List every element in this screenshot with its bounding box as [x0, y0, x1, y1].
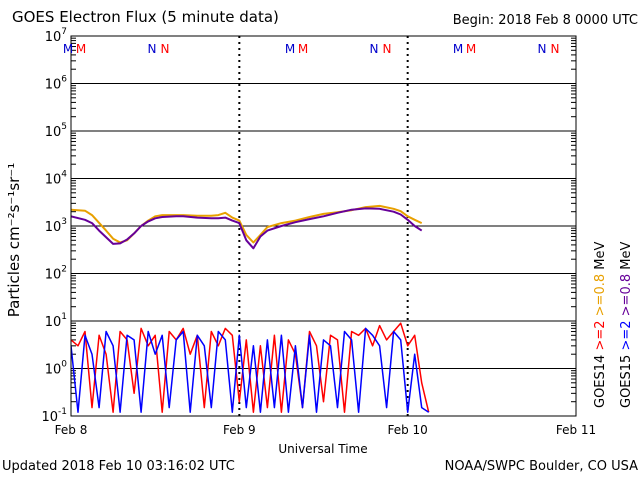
electron-flux-chart: 10-1 100 101 102 103 104 105 106 107 Feb 8 Feb 9 F… [5, 27, 634, 455]
x-tick-label: Feb 11 [556, 423, 596, 437]
legend-column: GOES14 >=2 >=0.8 MeV [593, 242, 608, 408]
marker-m: M [466, 42, 476, 56]
series-line-1 [71, 204, 423, 244]
y-tick-label--1: 10-1 [41, 407, 67, 425]
legend-entry: MeV [593, 242, 608, 274]
marker-n: N [383, 42, 392, 56]
updated-timestamp: Updated 2018 Feb 10 03:16:02 UTC [2, 459, 235, 474]
marker-m: M [453, 42, 463, 56]
series-line-4 [71, 327, 430, 413]
legend-entry: >=0.8 [593, 274, 608, 321]
begin-time-label: Begin: 2018 Feb 8 0000 UTC [452, 13, 638, 28]
legend-entry: GOES15 [619, 355, 634, 408]
credit-label: NOAA/SWPC Boulder, CO USA [444, 459, 638, 474]
marker-m: M [285, 42, 295, 56]
legend-entry: GOES14 [593, 355, 608, 408]
x-tick-label: Feb 9 [223, 423, 256, 437]
marker-m: M [298, 42, 308, 56]
y-tick-label-2: 102 [45, 265, 67, 283]
marker-n: N [538, 42, 547, 56]
legend-entry: MeV [619, 242, 634, 274]
y-tick-label-7: 107 [45, 27, 67, 45]
legend-column: GOES15 >=2 >=0.8 MeV [619, 242, 634, 408]
plot-frame [70, 35, 577, 417]
marker-n: N [148, 42, 157, 56]
y-tick-label-5: 105 [45, 122, 67, 140]
marker-n: N [551, 42, 560, 56]
legend-entry: >=0.8 [619, 274, 634, 321]
x-axis-label: Universal Time [278, 442, 367, 455]
marker-m: M [63, 42, 73, 56]
marker-n: N [370, 42, 379, 56]
legend-entry: >=2 [593, 320, 608, 354]
chart-title: GOES Electron Flux (5 minute data) [12, 8, 279, 26]
y-tick-label-4: 104 [45, 170, 68, 188]
legend-entry: >=2 [619, 320, 634, 354]
marker-m: M [76, 42, 86, 56]
y-axis-label: Particles cm⁻²s⁻¹sr⁻¹ [5, 163, 23, 317]
x-tick-label: Feb 10 [387, 423, 427, 437]
x-tick-label: Feb 8 [55, 423, 88, 437]
y-tick-label-0: 100 [45, 360, 68, 378]
series-line-2 [71, 207, 423, 250]
y-tick-label-3: 103 [45, 217, 67, 235]
y-tick-label-1: 101 [45, 312, 67, 330]
y-tick-label-6: 106 [45, 75, 68, 93]
marker-n: N [161, 42, 170, 56]
